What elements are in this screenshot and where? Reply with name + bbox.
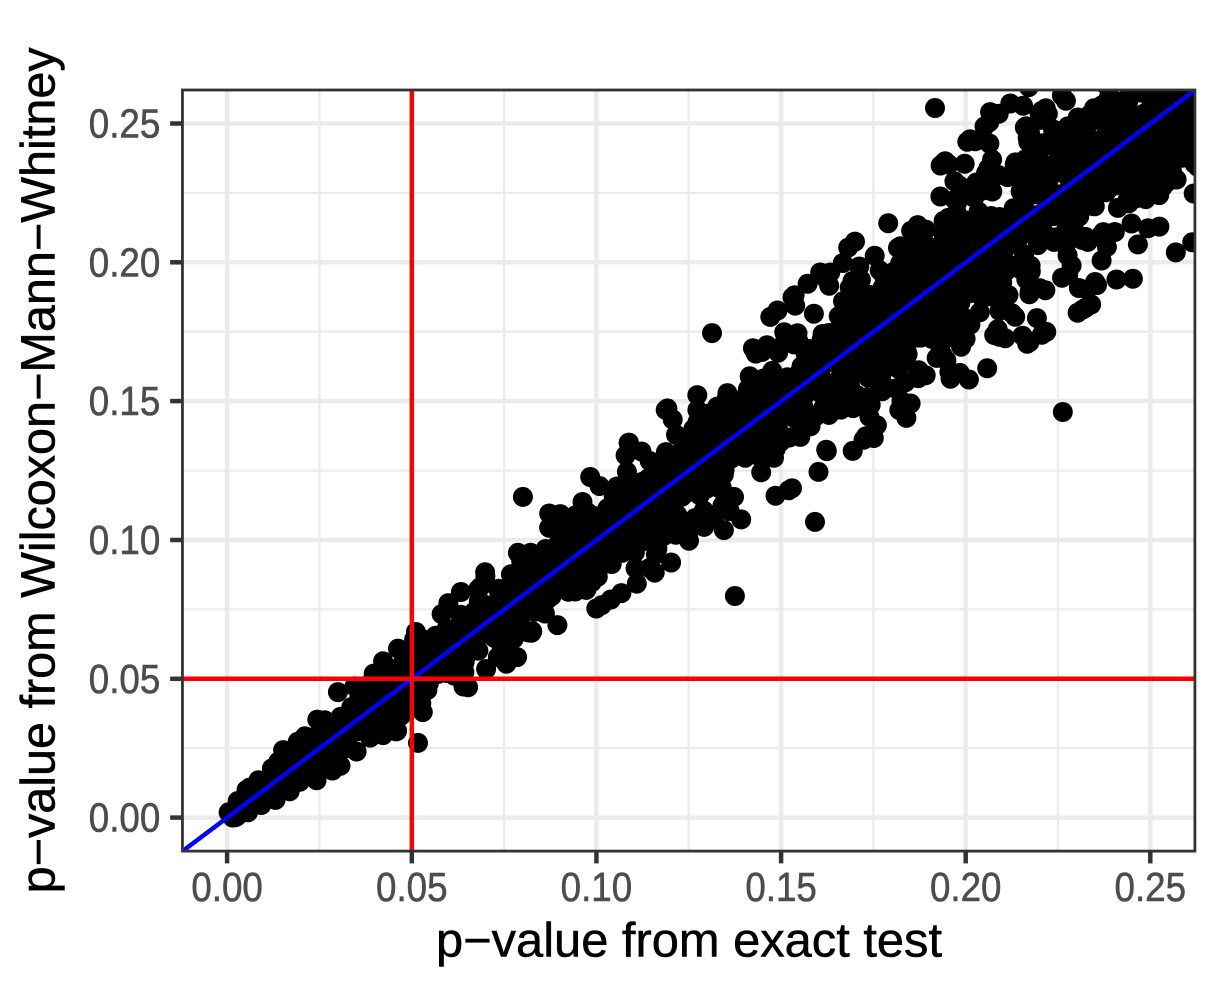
svg-text:p−value from exact test: p−value from exact test [436,914,942,967]
svg-text:0.15: 0.15 [745,864,817,910]
svg-text:0.00: 0.00 [191,864,263,910]
svg-text:0.15: 0.15 [89,378,161,424]
svg-text:0.25: 0.25 [1115,864,1187,910]
svg-text:p−value from Wilcoxon−Mann−Whi: p−value from Wilcoxon−Mann−Whitney [13,47,66,893]
svg-text:0.10: 0.10 [561,864,633,910]
svg-text:0.25: 0.25 [89,101,161,147]
svg-text:0.20: 0.20 [930,864,1002,910]
svg-text:0.05: 0.05 [376,864,448,910]
svg-text:0.00: 0.00 [89,795,161,841]
svg-text:0.05: 0.05 [89,656,161,702]
svg-text:0.20: 0.20 [89,239,161,285]
svg-text:0.10: 0.10 [89,517,161,563]
